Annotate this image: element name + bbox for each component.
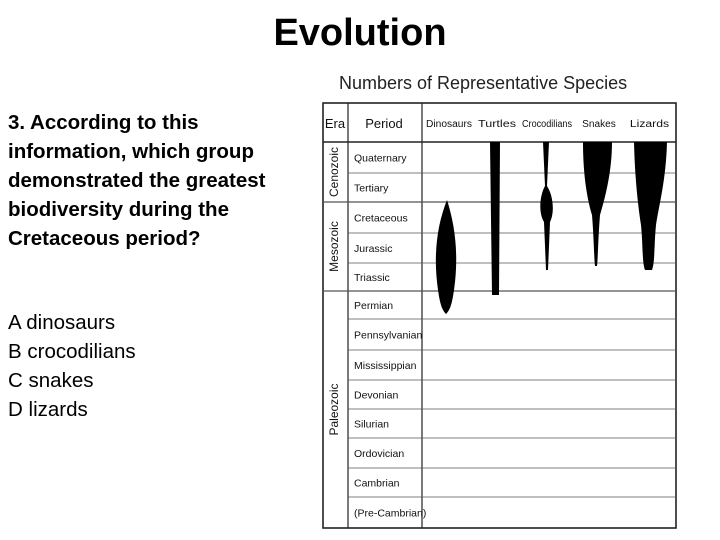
era-label: Cenozoic <box>327 147 341 197</box>
choice-a[interactable]: A dinosaurs <box>8 311 116 334</box>
era-header: Era <box>325 116 346 131</box>
lizards-range <box>634 142 667 270</box>
chart-title: Numbers of Representative Species <box>339 73 628 93</box>
period-label: Devonian <box>354 390 399 402</box>
period-label: Pennsylvanian <box>354 330 422 342</box>
dinosaurs-range <box>435 200 457 314</box>
period-label: Triassic <box>354 272 390 284</box>
period-label: Tertiary <box>354 183 389 195</box>
snakes-range <box>583 142 612 266</box>
question-text: 3. According to this information, which … <box>8 111 266 250</box>
chart-frame <box>322 102 677 529</box>
group-header-snakes: Snakes <box>582 119 616 130</box>
choice-d[interactable]: D lizards <box>8 398 88 421</box>
answer-choices: A dinosaurs B crocodilians C snakes D li… <box>8 308 136 424</box>
period-label: Ordovician <box>354 448 404 460</box>
group-header-turtles: Turtles <box>478 119 516 130</box>
era-label: Mesozoic <box>327 221 341 272</box>
period-label: (Pre-Cambrian) <box>354 508 426 520</box>
period-label: Quaternary <box>354 153 407 165</box>
group-header-crocodilians: Crocodilians <box>522 119 572 130</box>
period-label: Silurian <box>354 419 389 431</box>
period-label: Cambrian <box>354 478 400 490</box>
turtles-range <box>490 142 500 295</box>
chart-labels: Era Period Dinosaurs Turtles Crocodilians Sna… <box>325 116 669 520</box>
group-header-dinosaurs: Dinosaurs <box>426 119 472 130</box>
crocodilians-range <box>540 142 553 270</box>
chart-grid <box>322 102 677 529</box>
chart-marks <box>435 142 667 314</box>
era-label: Paleozoic <box>327 383 341 435</box>
period-label: Mississippian <box>354 360 417 372</box>
period-label: Permian <box>354 300 393 312</box>
choice-c[interactable]: C snakes <box>8 369 94 392</box>
period-header: Period <box>365 116 403 131</box>
period-label: Jurassic <box>354 243 393 255</box>
group-header-lizards: Lizards <box>630 119 669 130</box>
choice-b[interactable]: B crocodilians <box>8 340 136 363</box>
page-title: Evolution <box>273 12 447 54</box>
period-label: Cretaceous <box>354 213 408 225</box>
